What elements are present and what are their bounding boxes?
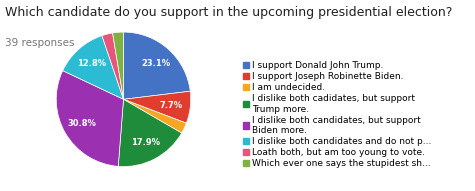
Text: 7.7%: 7.7% (160, 101, 183, 110)
Text: Which candidate do you support in the upcoming presidential election?: Which candidate do you support in the up… (5, 6, 452, 19)
Text: 17.9%: 17.9% (132, 138, 161, 147)
Wedge shape (113, 32, 124, 99)
Wedge shape (56, 71, 124, 166)
Wedge shape (124, 32, 190, 99)
Wedge shape (63, 36, 124, 99)
Text: 39 responses: 39 responses (5, 38, 74, 48)
Wedge shape (124, 99, 186, 133)
Text: 30.8%: 30.8% (67, 119, 96, 128)
Legend: I support Donald John Trump., I support Joseph Robinette Biden., I am undecided.: I support Donald John Trump., I support … (242, 60, 433, 169)
Wedge shape (118, 99, 181, 167)
Wedge shape (124, 91, 191, 123)
Text: 12.8%: 12.8% (77, 59, 106, 68)
Wedge shape (102, 33, 124, 99)
Text: 23.1%: 23.1% (141, 59, 170, 68)
